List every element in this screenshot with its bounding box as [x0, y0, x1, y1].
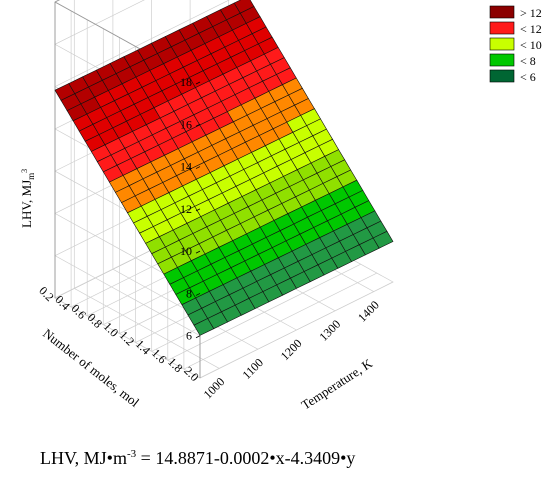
z-tick-label: 6	[186, 329, 192, 343]
x-tick-label: 1200	[278, 336, 305, 363]
x-tick-label: 1400	[355, 298, 382, 325]
x-axis-title: Temperature, K	[298, 355, 375, 412]
y-tick-label: 2.0	[181, 364, 202, 385]
legend: > 12 < 12 < 10 < 8 < 6	[489, 5, 542, 84]
z-tick-mark	[195, 166, 201, 169]
legend-label: < 8	[520, 54, 536, 68]
z-tick-mark	[195, 335, 201, 339]
legend-swatch	[489, 21, 515, 35]
z-tick-label: 18	[180, 75, 192, 89]
z-tick-label: 10	[180, 244, 192, 258]
equation-exponent: -3	[127, 448, 137, 460]
z-axis-title: LHV, MJm3	[19, 169, 36, 228]
equation-rhs: = 14.8871-0.0002•x-4.3409•y	[136, 448, 356, 468]
z-tick-mark	[195, 123, 201, 127]
z-tick-mark	[195, 208, 201, 212]
response-surface	[54, 0, 394, 336]
legend-label: < 12	[520, 22, 542, 36]
z-tick-mark	[195, 81, 201, 85]
legend-swatch	[489, 69, 515, 83]
regression-equation: LHV, MJ•m-3 = 14.8871-0.0002•x-4.3409•y	[40, 448, 355, 469]
z-tick-mark	[195, 293, 201, 296]
equation-lhs: LHV, MJ•m	[40, 448, 127, 468]
z-tick-label: 16	[180, 117, 192, 131]
surface-cell	[372, 230, 394, 249]
legend-label: < 6	[520, 70, 536, 84]
z-tick-label: 8	[186, 286, 192, 300]
x-tick-label: 1300	[316, 317, 343, 344]
x-tick-label: 1100	[239, 355, 266, 382]
z-tick-label: 12	[180, 202, 192, 216]
legend-swatch	[489, 53, 515, 67]
legend-swatch	[489, 37, 515, 51]
z-tick-label: 14	[180, 160, 192, 174]
legend-label: < 10	[520, 38, 542, 52]
legend-label: > 12	[520, 6, 542, 20]
z-tick-mark	[195, 250, 201, 254]
legend-swatch	[489, 5, 515, 19]
x-tick-label: 1000	[201, 375, 228, 402]
